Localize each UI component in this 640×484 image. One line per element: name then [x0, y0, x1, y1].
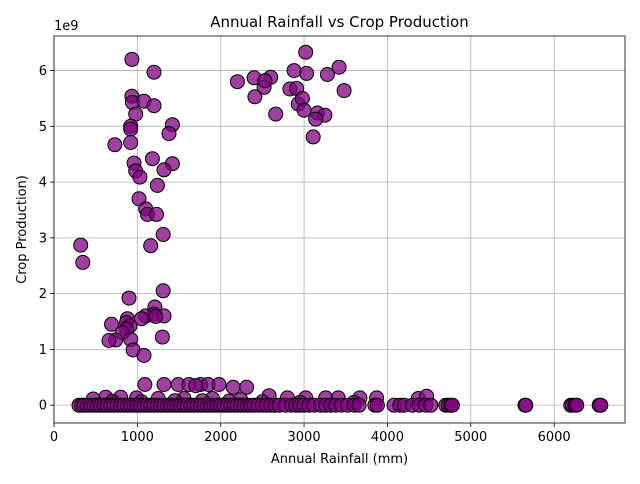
data-point — [308, 111, 324, 127]
data-point — [156, 162, 172, 178]
data-point — [144, 151, 160, 167]
data-point — [268, 106, 284, 122]
data-point — [136, 348, 152, 363]
data-point — [188, 378, 204, 394]
data-point — [247, 89, 263, 105]
chart-title: Annual Rainfall vs Crop Production — [210, 13, 469, 31]
data-point — [305, 129, 321, 145]
data-point — [155, 283, 171, 299]
data-point — [134, 311, 149, 327]
data-point — [149, 206, 164, 222]
data-point — [123, 135, 139, 150]
data-point — [146, 98, 162, 114]
x-tick-label: 3000 — [288, 430, 321, 445]
data-point — [239, 379, 255, 395]
y-tick-label: 0 — [39, 399, 47, 414]
data-point — [123, 121, 139, 137]
data-point — [296, 102, 312, 118]
data-point — [569, 397, 585, 413]
data-point — [351, 397, 367, 413]
data-points — [71, 44, 609, 413]
data-point — [121, 290, 137, 306]
data-point — [148, 309, 164, 324]
data-point — [107, 137, 123, 153]
data-point — [298, 44, 314, 60]
y-tick-label: 4 — [39, 176, 47, 191]
y-scale-offset-label: 1e9 — [54, 19, 79, 34]
data-point — [161, 126, 177, 142]
data-point — [593, 397, 609, 413]
x-tick-label: 2000 — [204, 430, 237, 445]
x-tick-label: 1000 — [121, 430, 154, 445]
data-point — [137, 377, 153, 392]
data-point — [143, 238, 159, 254]
axis-ticks: 0 1000 2000 3000 4000 5000 6000 0 1 2 3 4 5 6 — [39, 64, 571, 445]
data-point — [225, 379, 241, 395]
x-tick-label: 5000 — [454, 430, 487, 445]
data-point — [331, 59, 347, 75]
data-point — [229, 74, 245, 90]
data-point — [257, 73, 273, 89]
data-point — [369, 397, 385, 413]
data-point — [101, 333, 117, 348]
data-point — [155, 227, 171, 242]
data-point — [211, 377, 227, 392]
y-axis-label: Crop Production) — [15, 175, 30, 284]
data-point — [518, 397, 534, 413]
x-tick-label: 0 — [50, 430, 58, 445]
data-point — [286, 63, 302, 79]
data-point — [423, 397, 439, 413]
data-point — [299, 65, 315, 81]
y-tick-label: 5 — [39, 120, 47, 135]
x-axis-label: Annual Rainfall (mm) — [271, 452, 408, 467]
data-point — [319, 67, 335, 82]
y-tick-label: 1 — [39, 343, 47, 358]
data-point — [104, 316, 119, 332]
data-point — [73, 237, 89, 253]
y-tick-label: 6 — [39, 64, 47, 79]
y-tick-label: 2 — [39, 287, 47, 302]
data-point — [146, 64, 162, 80]
data-point — [444, 397, 460, 413]
data-point — [336, 83, 352, 99]
data-point — [154, 329, 170, 345]
data-point — [124, 51, 140, 67]
data-point — [156, 377, 172, 392]
plot-frame — [53, 35, 626, 424]
data-point — [75, 254, 91, 270]
data-point — [132, 169, 148, 185]
data-point — [149, 177, 165, 193]
x-tick-label: 6000 — [538, 430, 571, 445]
y-tick-label: 3 — [39, 231, 47, 246]
x-tick-label: 4000 — [371, 430, 404, 445]
